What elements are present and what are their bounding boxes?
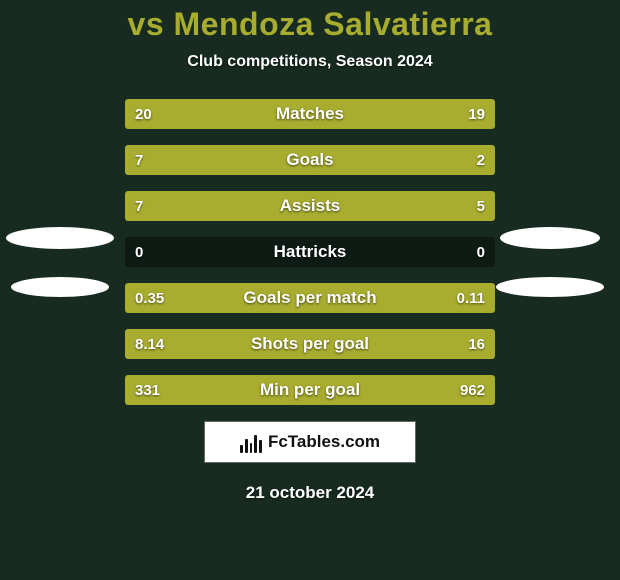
stat-row: Matches2019 — [125, 99, 495, 129]
title-vs: vs — [128, 6, 165, 42]
logo-text: FcTables.com — [268, 432, 380, 452]
stat-row: Min per goal331962 — [125, 375, 495, 405]
decor-ellipse — [11, 277, 109, 297]
stat-row: Goals72 — [125, 145, 495, 175]
bar-left — [125, 283, 407, 313]
stat-row: Assists75 — [125, 191, 495, 221]
stat-row: Hattricks00 — [125, 237, 495, 267]
bar-right — [220, 375, 495, 405]
stat-rows: Matches2019 Goals72 Assists75 Hattricks00 Go… — [125, 99, 495, 405]
decor-ellipse — [500, 227, 600, 249]
bar-chart-icon — [240, 431, 262, 453]
stat-row: Goals per match0.350.11 — [125, 283, 495, 313]
bar-left — [125, 145, 413, 175]
footer-date: 21 october 2024 — [0, 483, 620, 503]
bar-left — [125, 99, 315, 129]
bar-right — [315, 99, 495, 129]
stat-row: Shots per goal8.1416 — [125, 329, 495, 359]
decor-ellipse — [496, 277, 604, 297]
bar-left — [125, 329, 250, 359]
logo-box[interactable]: FcTables.com — [204, 421, 416, 463]
page-title: vs Mendoza Salvatierra — [0, 6, 620, 43]
bar-left — [125, 375, 220, 405]
bar-right — [341, 191, 495, 221]
bar-right — [250, 329, 495, 359]
stats-card: vs Mendoza Salvatierra Club competitions… — [0, 0, 620, 580]
bar-left — [125, 191, 341, 221]
chart-area: Matches2019 Goals72 Assists75 Hattricks00 Go… — [0, 99, 620, 405]
decor-ellipse — [6, 227, 114, 249]
bar-right — [407, 283, 495, 313]
subtitle: Club competitions, Season 2024 — [0, 53, 620, 71]
title-right-player: Mendoza Salvatierra — [174, 6, 493, 42]
bar-right — [413, 145, 495, 175]
